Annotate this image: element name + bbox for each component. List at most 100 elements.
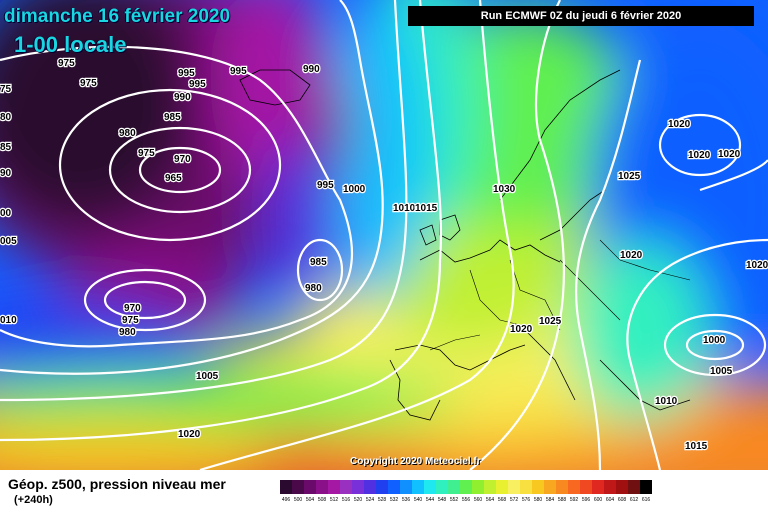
- legend-swatch: [628, 480, 640, 494]
- legend-label: 532: [389, 497, 399, 503]
- legend-label: 604: [605, 497, 615, 503]
- forecast-lead-time: (+240h): [14, 494, 53, 506]
- legend-label: 524: [365, 497, 375, 503]
- legend-swatch: [520, 480, 532, 494]
- legend-label: 596: [581, 497, 591, 503]
- isobar-label: 990: [303, 64, 320, 75]
- isobar-label: 985: [310, 257, 327, 268]
- legend-label: 580: [533, 497, 543, 503]
- legend-label: 592: [569, 497, 579, 503]
- isobar-label: 985: [164, 112, 181, 123]
- legend-swatch: [316, 480, 328, 494]
- isobar-label: 1020: [620, 250, 643, 261]
- legend-swatch: [328, 480, 340, 494]
- forecast-date: dimanche 16 février 2020: [4, 6, 231, 27]
- legend-label: 572: [509, 497, 519, 503]
- isobar-label: 975: [138, 148, 155, 159]
- legend-swatch: [436, 480, 448, 494]
- legend-swatch: [400, 480, 412, 494]
- legend-label: 564: [485, 497, 495, 503]
- legend-swatch: [340, 480, 352, 494]
- isobar-label: 80: [0, 112, 12, 123]
- legend-label: 544: [425, 497, 435, 503]
- legend-swatch: [292, 480, 304, 494]
- run-label: Run ECMWF 0Z du jeudi 6 février 2020: [408, 6, 754, 26]
- legend-swatch: [388, 480, 400, 494]
- isobar-label: 985: [310, 257, 327, 268]
- isobar-label: 1005: [710, 366, 733, 377]
- legend-label: 600: [593, 497, 603, 503]
- isobar-label: 010: [0, 315, 17, 326]
- legend-label: 556: [461, 497, 471, 503]
- legend-swatch: [508, 480, 520, 494]
- legend-label: 520: [353, 497, 363, 503]
- isobar-label: 1015: [415, 203, 438, 214]
- isobar-label: 1010: [393, 203, 416, 214]
- legend-label: 612: [629, 497, 639, 503]
- coastlines: [239, 69, 691, 421]
- legend-swatch: [616, 480, 628, 494]
- isobar-label: 995: [317, 180, 334, 191]
- isobar-label: 1015: [685, 441, 708, 452]
- color-legend: [280, 480, 652, 494]
- isobar-label: 00: [0, 208, 12, 219]
- legend-swatch: [604, 480, 616, 494]
- isobar-label: 1005: [196, 371, 219, 382]
- legend-label: 584: [545, 497, 555, 503]
- isobar-label: 980: [119, 128, 136, 139]
- isobar-label: 85: [0, 142, 12, 153]
- legend-swatch: [460, 480, 472, 494]
- legend-label: 552: [449, 497, 459, 503]
- isobar-label: 1020: [668, 119, 691, 130]
- legend-swatch: [556, 480, 568, 494]
- forecast-time: 1-00 locale: [14, 32, 127, 57]
- isobar-label: 1000: [703, 335, 726, 346]
- legend-label: 568: [497, 497, 507, 503]
- isobar-label: 1020: [746, 260, 768, 271]
- isobar-label: 995: [230, 66, 247, 77]
- legend-swatch: [640, 480, 652, 494]
- legend-label: 608: [617, 497, 627, 503]
- isobar-label: 1020: [688, 150, 711, 161]
- legend-swatch: [424, 480, 436, 494]
- legend-swatch: [532, 480, 544, 494]
- legend-label: 496: [281, 497, 291, 503]
- isobar-label: 1025: [539, 316, 562, 327]
- legend-swatch: [352, 480, 364, 494]
- isobar-label: 1025: [618, 171, 641, 182]
- isobar-label: 90: [0, 168, 12, 179]
- weather-map: 975 975 995 995 995 990 990 985 980 975 …: [0, 0, 768, 470]
- legend-swatch: [484, 480, 496, 494]
- legend-label: 560: [473, 497, 483, 503]
- map-title: Géop. z500, pression niveau mer: [8, 476, 226, 492]
- legend-swatch: [376, 480, 388, 494]
- legend-swatch: [304, 480, 316, 494]
- isobar-label: 975: [58, 58, 75, 69]
- isobar-label: 975: [80, 78, 97, 89]
- legend-label: 548: [437, 497, 447, 503]
- country-borders: [429, 239, 691, 351]
- legend-label: 576: [521, 497, 531, 503]
- isobar-label: 980: [305, 283, 322, 294]
- isobar-label: 975: [122, 315, 139, 326]
- isobar-label: 1020: [178, 429, 201, 440]
- isobar-labels: 975 975 995 995 995 990 990 985 980 975 …: [0, 57, 768, 454]
- legend-swatch: [280, 480, 292, 494]
- legend-swatch: [448, 480, 460, 494]
- isobar-label: 1010: [655, 396, 678, 407]
- isobars: [0, 0, 768, 470]
- legend-label: 540: [413, 497, 423, 503]
- legend-swatch: [496, 480, 508, 494]
- legend-label: 504: [305, 497, 315, 503]
- legend-label: 508: [317, 497, 327, 503]
- isobar-label: 75: [0, 84, 12, 95]
- legend-label: 616: [641, 497, 651, 503]
- legend-label: 512: [329, 497, 339, 503]
- isobar-label: 970: [174, 154, 191, 165]
- legend-swatch: [472, 480, 484, 494]
- legend-swatch: [580, 480, 592, 494]
- legend-swatch: [568, 480, 580, 494]
- legend-swatch: [544, 480, 556, 494]
- isobar-label: 1020: [718, 149, 741, 160]
- color-legend-labels: 496 500 504 508 512 516 520 524 528 532 536 540 544 5…: [280, 497, 652, 503]
